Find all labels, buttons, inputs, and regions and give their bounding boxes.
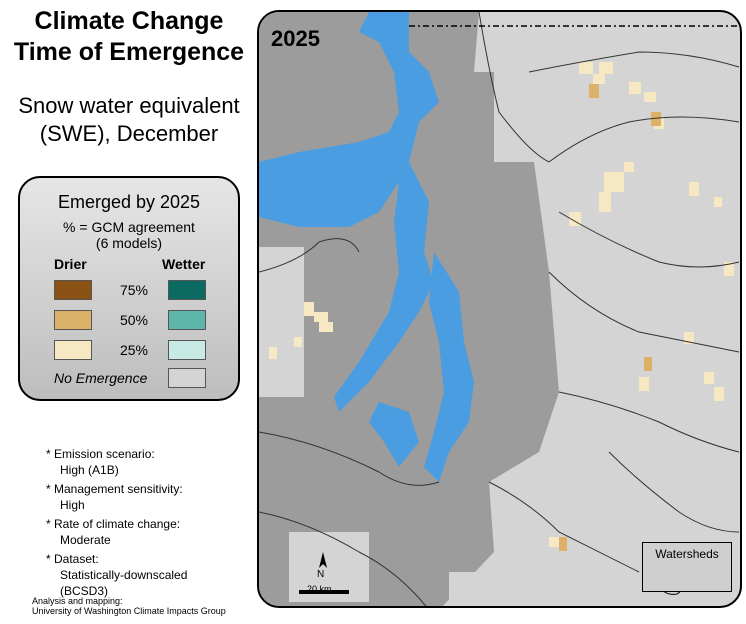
title-line-2: Time of Emergence: [13, 38, 245, 66]
note-emission-value: High (A1B): [60, 463, 119, 477]
legend: Emerged by 2025 % = GCM agreement (6 mod…: [18, 176, 240, 401]
swatch-drier-50: [54, 310, 92, 330]
note-dataset-value-2: (BCSD3): [60, 584, 109, 598]
legend-no-emergence-label: No Emergence: [54, 370, 148, 386]
note-dataset: * Dataset: Statistically-downscaled (BCS…: [46, 551, 256, 599]
water-sound: [334, 162, 434, 412]
swatch-wetter-25: [168, 340, 206, 360]
note-management-label: * Management sensitivity:: [46, 482, 183, 496]
north-arrow: [319, 552, 327, 568]
lowland-region-north: [409, 12, 479, 72]
legend-subtitle-line-1: % = GCM agreement: [63, 219, 195, 235]
legend-pct-50: 50%: [119, 312, 149, 328]
legend-subtitle-line-2: (6 models): [95, 235, 163, 251]
legend-wetter-header: Wetter: [162, 256, 206, 272]
water-inlet-south: [369, 402, 419, 467]
scale-label: 20 km: [307, 584, 332, 594]
swatch-drier-25: [54, 340, 92, 360]
note-management: * Management sensitivity: High: [46, 481, 256, 513]
legend-drier-header: Drier: [54, 256, 87, 272]
note-management-value: High: [60, 498, 85, 512]
drier-25-cells: [269, 62, 734, 547]
note-rate-label: * Rate of climate change:: [46, 517, 181, 531]
north-label: N: [317, 569, 325, 580]
swatch-wetter-75: [168, 280, 206, 300]
credit-line-2: University of Washington Climate Impacts…: [32, 606, 226, 616]
swatch-no-emergence: [168, 368, 206, 388]
credit-line-1: Analysis and mapping:: [32, 596, 123, 606]
upland-patch-west: [259, 247, 304, 397]
subtitle-line-1: Snow water equivalent: [18, 93, 240, 118]
map-canvas: [259, 12, 740, 606]
credit: Analysis and mapping: University of Wash…: [32, 596, 226, 616]
watershed-boundaries: [259, 12, 740, 606]
legend-pct-25: 25%: [119, 342, 149, 358]
note-emission: * Emission scenario: High (A1B): [46, 446, 256, 478]
scale-bar: [299, 590, 349, 594]
map-frame: 2025 N 20 km Watersheds: [257, 10, 742, 608]
scenario-notes: * Emission scenario: High (A1B) * Manage…: [46, 446, 256, 602]
note-rate-value: Moderate: [60, 533, 111, 547]
watersheds-legend: Watersheds: [642, 542, 732, 592]
note-dataset-label: * Dataset:: [46, 552, 99, 566]
note-dataset-value: Statistically-downscaled: [60, 568, 188, 582]
map-subtitle: Snow water equivalent (SWE), December: [0, 92, 258, 148]
upland-patch-south: [449, 572, 509, 606]
legend-pct-75: 75%: [119, 282, 149, 298]
water-strait: [259, 12, 439, 227]
legend-subtitle: % = GCM agreement (6 models): [20, 219, 238, 251]
note-rate: * Rate of climate change: Moderate: [46, 516, 256, 548]
water-sound-east: [424, 252, 474, 482]
watersheds-label: Watersheds: [655, 547, 719, 561]
swatch-drier-75: [54, 280, 92, 300]
subtitle-line-2: (SWE), December: [39, 121, 219, 146]
swatch-wetter-50: [168, 310, 206, 330]
legend-title: Emerged by 2025: [57, 192, 201, 212]
drier-50-cells: [559, 84, 661, 551]
map-title: Climate Change Time of Emergence: [0, 6, 258, 68]
title-line-1: Climate Change: [34, 7, 224, 35]
note-emission-label: * Emission scenario:: [46, 447, 155, 461]
map-year: 2025: [271, 26, 320, 51]
